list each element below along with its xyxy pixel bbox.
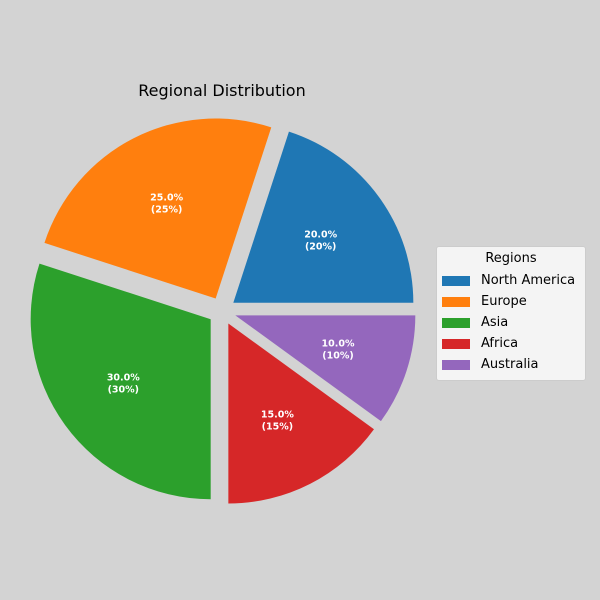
slice-percent-label: 25.0% [150,192,183,203]
pie-slice-africa [228,323,374,504]
legend-item: Australia [437,354,585,375]
legend-swatch [442,317,470,328]
chart-title: Regional Distribution [138,81,305,100]
legend-swatch [442,338,470,349]
legend-label: Asia [481,315,509,330]
slice-value-label: (25%) [151,204,182,215]
legend-swatch [442,359,470,370]
legend-item: Europe [437,291,585,312]
slice-label-africa: 15.0% (15%) [261,410,294,433]
legend-item: North America [437,270,585,291]
pie-slice-north-america [233,131,414,303]
slice-label-asia: 30.0% (30%) [107,373,140,396]
pie-slice-labels: 20.0% (20%) 25.0% (25%) 30.0% (30%) 15.0% (15%)… [107,192,355,432]
slice-percent-label: 10.0% [322,339,355,350]
legend-item: Asia [437,312,585,333]
legend-title: Regions [485,251,537,266]
slice-label-australia: 10.0% (10%) [322,339,355,362]
legend-items: North America Europe Asia Africa Australia [437,270,585,375]
slice-label-north-america: 20.0% (20%) [304,229,337,252]
legend-swatch [442,296,470,307]
pie-slice-europe [44,118,272,299]
legend-label: Europe [481,294,527,309]
pie-slice-asia [30,263,211,500]
slice-label-europe: 25.0% (25%) [150,192,183,215]
legend: Regions North America Europe Asia Africa Aus… [436,246,586,381]
slice-value-label: (10%) [322,351,353,362]
legend-item: Africa [437,333,585,354]
slice-value-label: (30%) [108,385,139,396]
slice-value-label: (20%) [305,241,336,252]
legend-label: Australia [481,357,539,372]
slice-percent-label: 30.0% [107,373,140,384]
slice-value-label: (15%) [262,422,293,433]
legend-swatch [442,275,470,286]
slice-percent-label: 15.0% [261,410,294,421]
legend-label: Africa [481,336,519,351]
pie-slice-australia [235,315,416,422]
legend-label: North America [481,273,576,288]
pie-slices [30,118,416,504]
slice-percent-label: 20.0% [304,229,337,240]
